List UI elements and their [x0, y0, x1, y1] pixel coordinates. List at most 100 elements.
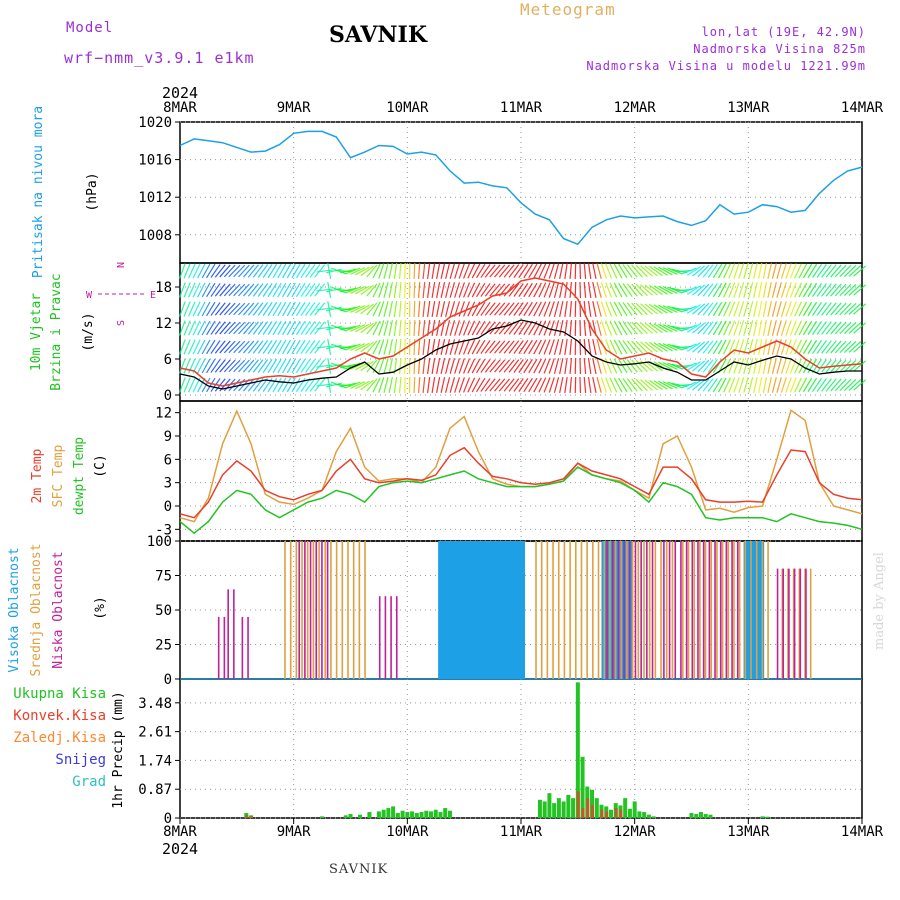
cloud-mid-bar — [761, 541, 764, 679]
precip-conv-bar — [250, 816, 254, 818]
cloud-low-bar — [611, 541, 614, 679]
cloud-mid-bar — [682, 541, 684, 679]
wind-arrow — [445, 320, 451, 336]
wind-arrow — [398, 376, 402, 394]
wind-arrow — [192, 263, 201, 279]
wind-arrow — [839, 283, 852, 297]
wind-arrow — [618, 263, 628, 279]
wind-arrow — [807, 339, 818, 355]
cloud-mid-bar — [301, 541, 303, 679]
wind-arrow — [417, 338, 421, 356]
wind-arrow — [183, 263, 191, 279]
wind-arrow — [508, 264, 520, 278]
wind-arrow — [206, 263, 216, 279]
precip-total-bar — [590, 789, 595, 818]
wind-arrow — [484, 359, 496, 373]
cloud-low-bar — [708, 541, 711, 679]
wind-arrow — [658, 266, 673, 276]
wind-arrow — [295, 282, 306, 298]
wind-arrow — [463, 377, 471, 393]
wind-arrow — [528, 263, 538, 279]
cloud-unit: (%) — [93, 596, 108, 619]
x-axis-top-label: 14MAR — [841, 100, 884, 116]
wind-arrow — [605, 377, 613, 393]
wind-arrow — [350, 267, 366, 275]
wind-arrow — [210, 340, 221, 354]
wind-arrow — [436, 263, 441, 279]
wind-arrow — [295, 301, 306, 317]
wind-arrow — [188, 320, 196, 336]
wind-arrow — [592, 339, 597, 355]
wind-arrow — [686, 342, 701, 352]
cloud-mid-bar — [809, 568, 812, 679]
wind-arrow — [533, 377, 542, 393]
wind-arrow — [188, 358, 196, 374]
wind-arrow — [834, 378, 847, 392]
wind-arrow — [631, 359, 643, 373]
wind-arrow — [197, 320, 206, 336]
wind-arrow — [300, 378, 311, 392]
wind-arrow — [807, 320, 818, 336]
wind-arrow — [596, 377, 602, 393]
wind-arrow — [445, 301, 451, 317]
wind-arrow — [360, 265, 374, 277]
wind-arrow — [653, 304, 668, 314]
precip-total-bar — [391, 806, 396, 818]
wind-arrow — [523, 358, 533, 374]
cloud-ytick-label: 50 — [155, 603, 172, 619]
wind-arrow — [440, 263, 446, 279]
wind-arrow — [383, 377, 389, 393]
wind-arrow — [238, 359, 250, 373]
wind-arrow — [378, 301, 385, 317]
wind-arrow — [518, 283, 529, 297]
cloud-low-bar — [395, 596, 398, 679]
wind-arrow — [286, 320, 296, 336]
wind-arrow — [789, 263, 797, 279]
cloud-mid-bar — [358, 541, 361, 679]
wind-arrow — [463, 358, 471, 374]
wind-arrow — [228, 378, 241, 392]
precip-legend-item: Ukupna Kisa — [13, 686, 106, 702]
wind-arrow — [286, 377, 296, 393]
wind-arrow — [583, 262, 587, 280]
precip-total-bar — [608, 809, 613, 818]
wind-arrow — [484, 340, 496, 354]
wind-arrow — [686, 285, 701, 295]
wind-arrow — [649, 265, 663, 277]
temperature-ytick-label: -3 — [155, 522, 172, 538]
wind-arrow — [839, 264, 852, 278]
wind-arrow — [471, 320, 481, 336]
wind-arrow — [454, 358, 461, 374]
cloud-low-bar — [719, 541, 722, 679]
wind-arrow — [702, 321, 714, 335]
wind-arrow — [360, 379, 374, 391]
wind-arrow — [548, 282, 555, 298]
wind-arrow — [644, 322, 658, 334]
wind-ytick-label: 6 — [164, 352, 172, 368]
cloud-mid-bar — [631, 541, 634, 679]
wind-arrow — [692, 284, 706, 296]
wind-arrow — [853, 379, 867, 391]
wind-arrow — [548, 263, 555, 279]
cloud-mid-bar — [609, 541, 611, 679]
wind-arrow — [210, 264, 221, 278]
wind-arrow — [609, 358, 618, 374]
x-axis-bottom-label: 9MAR — [277, 824, 311, 840]
wind-arrow — [543, 282, 551, 298]
precip-total-bar — [542, 801, 547, 818]
wind-arrow — [262, 264, 273, 278]
wind-arrow — [738, 377, 745, 393]
x-axis-top-label: 13MAR — [727, 100, 770, 116]
cloud-mid-bar — [324, 541, 327, 679]
wind-arrow — [785, 339, 792, 355]
wind-arrow — [702, 359, 714, 373]
wind-arrow — [178, 339, 186, 355]
wind-arrow — [613, 377, 623, 393]
wind-arrow — [697, 302, 710, 316]
wind-arrow — [839, 302, 852, 316]
wind-arrow — [467, 263, 476, 279]
wind-arrow — [188, 282, 196, 298]
wind-arrow — [853, 341, 867, 353]
cloud-high-bar — [471, 541, 476, 679]
wind-arrow — [523, 263, 533, 279]
